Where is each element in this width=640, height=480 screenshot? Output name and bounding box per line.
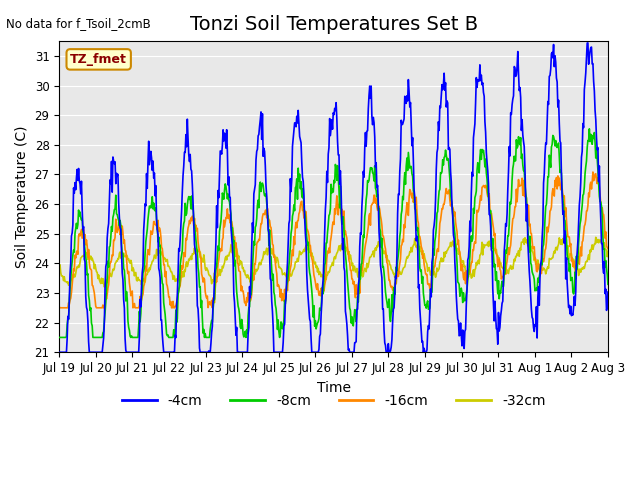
Text: TZ_fmet: TZ_fmet — [70, 53, 127, 66]
Legend: -4cm, -8cm, -16cm, -32cm: -4cm, -8cm, -16cm, -32cm — [116, 389, 551, 414]
Y-axis label: Soil Temperature (C): Soil Temperature (C) — [15, 125, 29, 268]
X-axis label: Time: Time — [317, 381, 351, 395]
Text: No data for f_Tsoil_2cmB: No data for f_Tsoil_2cmB — [6, 17, 151, 30]
Title: Tonzi Soil Temperatures Set B: Tonzi Soil Temperatures Set B — [189, 15, 477, 34]
